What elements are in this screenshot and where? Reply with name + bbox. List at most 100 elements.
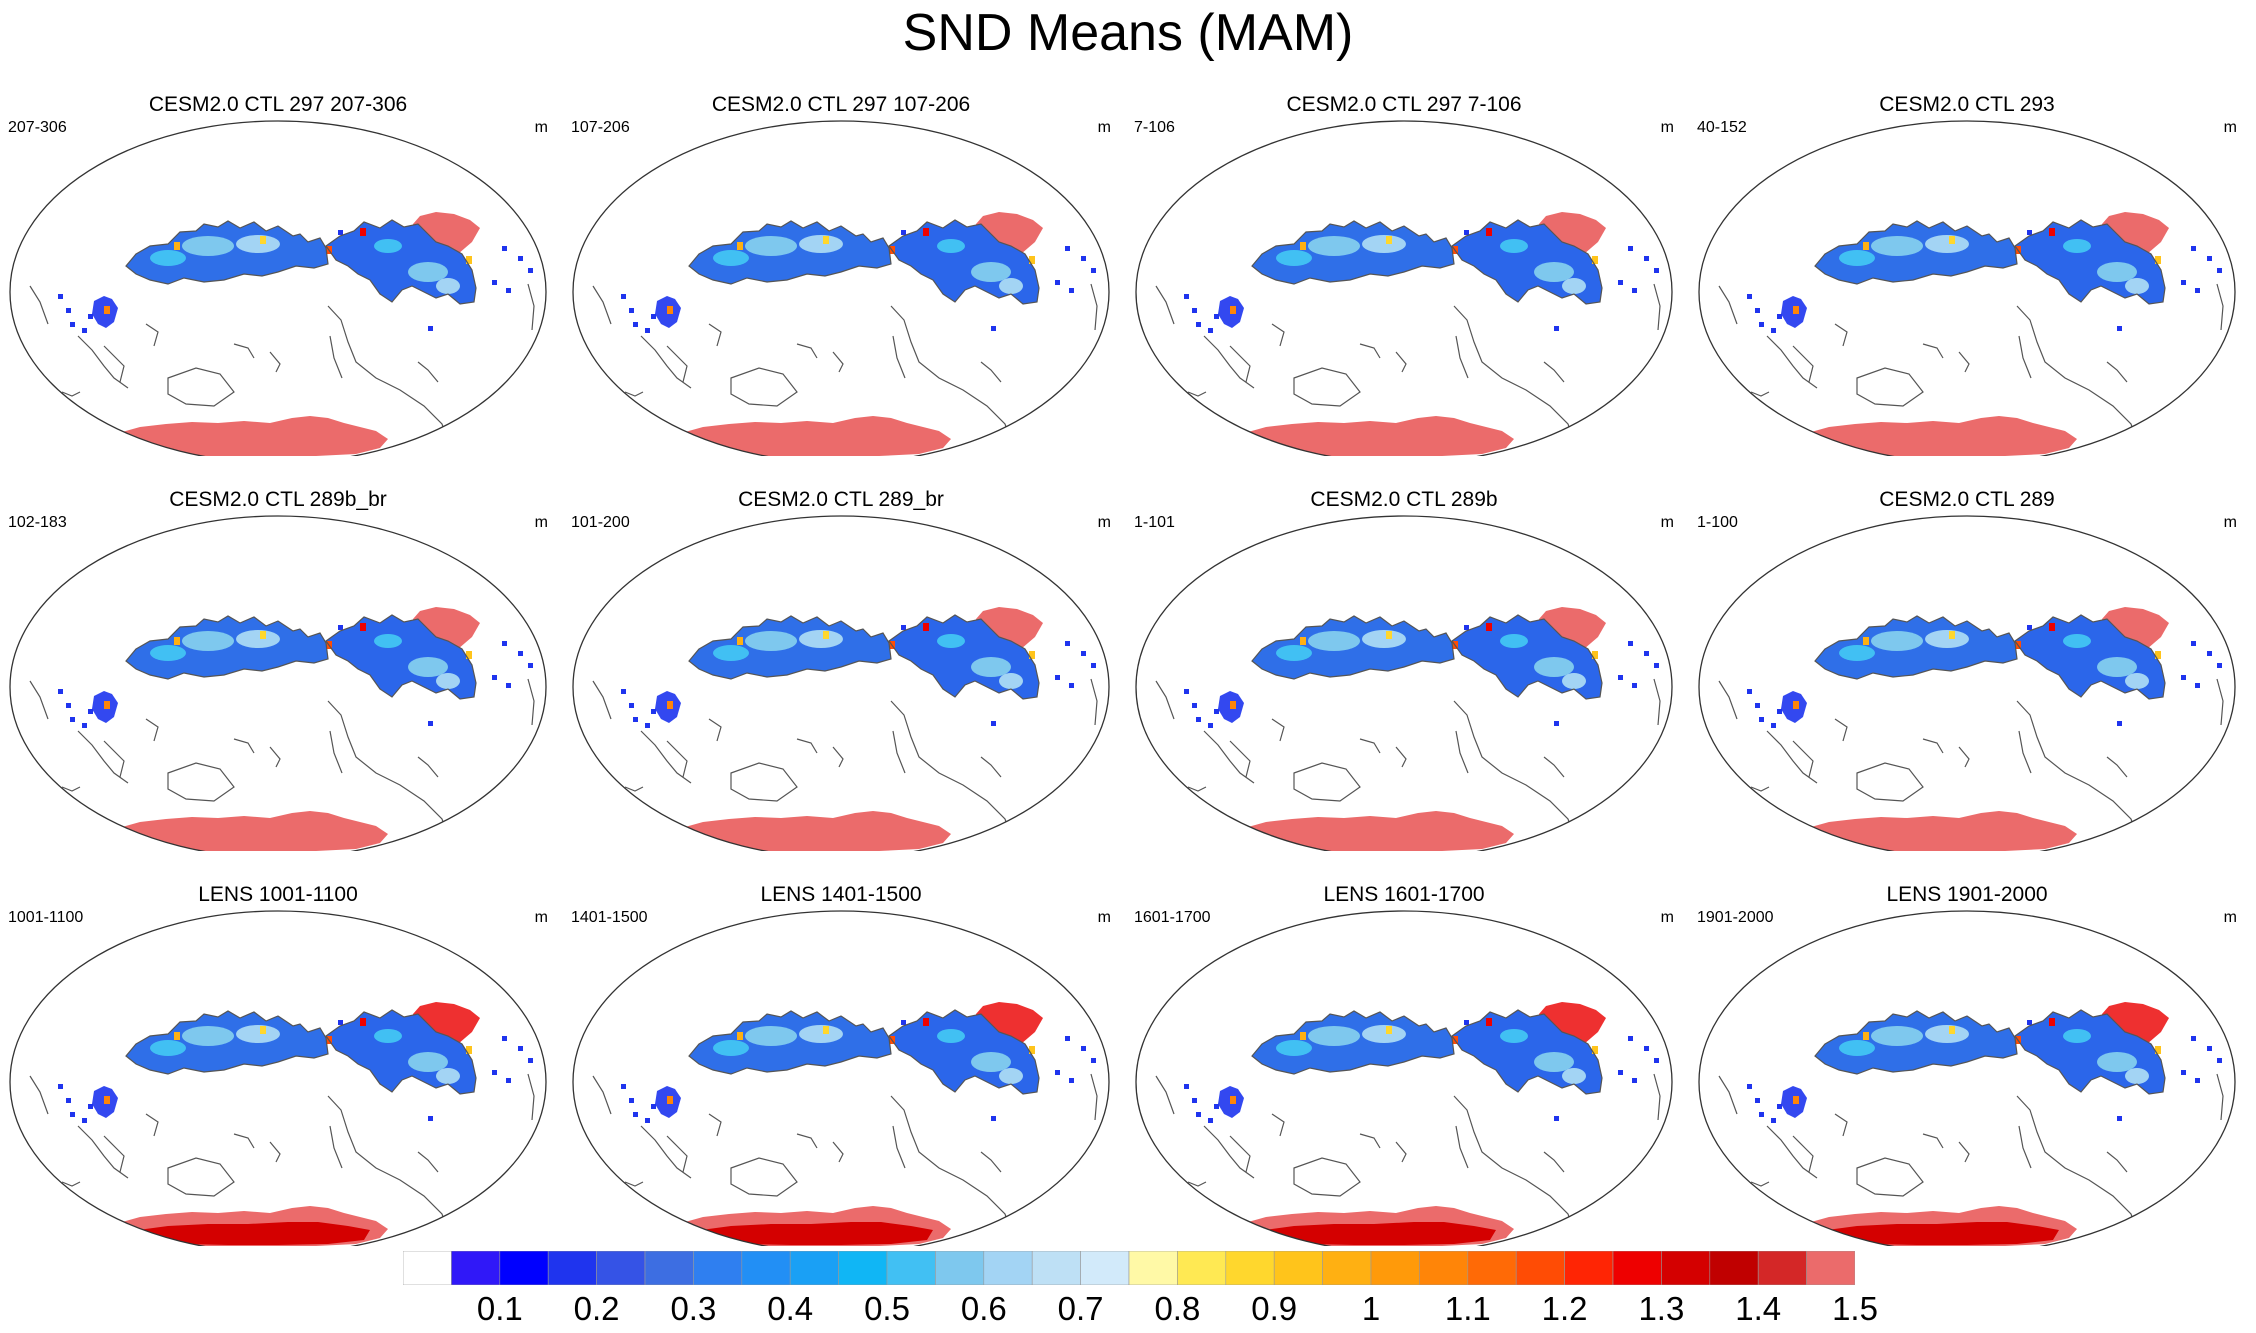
coastlines <box>1718 1009 2224 1232</box>
colorbar-tick-label: 1.3 <box>1638 1290 1685 1327</box>
coastline <box>708 718 722 742</box>
snow-patch <box>436 673 460 689</box>
coastline <box>417 1151 439 1173</box>
snow-cell <box>1654 663 1659 668</box>
antarctica-snow <box>1248 811 1514 851</box>
snow-cell <box>1214 709 1219 714</box>
coastline <box>2216 1073 2224 1121</box>
colorbar-tick-label: 1.1 <box>1444 1290 1491 1327</box>
coastline <box>624 786 644 792</box>
snow-cell <box>1069 1078 1074 1083</box>
deep-snow-cell <box>1300 1032 1306 1040</box>
snow-cell <box>2181 1070 2186 1075</box>
snow-cell <box>528 268 533 273</box>
deep-snow-cell <box>1592 1046 1598 1054</box>
snow-cell <box>518 651 523 656</box>
panel-title: CESM2.0 CTL 289b <box>1310 488 1498 511</box>
deep-snow-cell <box>1486 623 1492 631</box>
snow-cell <box>633 322 638 327</box>
coastline <box>1766 1125 1818 1179</box>
snow-cell <box>506 288 511 293</box>
snow-patch <box>799 1025 843 1043</box>
deep-snow-cell <box>1949 1026 1955 1034</box>
colorbar-swatch <box>1661 1251 1711 1285</box>
coastline <box>1543 361 1565 383</box>
colorbar-tick-label: 1.5 <box>1832 1290 1878 1327</box>
coastline <box>145 718 159 742</box>
snow-patch <box>150 250 186 266</box>
snow-patch <box>2063 1029 2091 1043</box>
snow-cell <box>518 256 523 261</box>
snow-patch <box>236 1025 280 1043</box>
coastline <box>1958 351 1970 373</box>
snow-cell <box>2117 721 2122 726</box>
snow-cell <box>1081 256 1086 261</box>
deep-snow-cell <box>2155 1046 2161 1054</box>
snow-patch <box>799 235 843 253</box>
deep-snow-cell <box>1230 306 1236 314</box>
snow-cell <box>629 308 634 313</box>
coastline <box>1251 220 1455 285</box>
map-panel: LENS 1601-1700 1601-1700 m <box>1134 883 1674 1246</box>
coastlines <box>1718 614 2224 837</box>
snow-cell <box>2027 1020 2032 1025</box>
snow-patch <box>2063 239 2091 253</box>
snow-patch <box>1308 631 1360 651</box>
colorbar-swatch <box>1225 1251 1275 1285</box>
panel-title: LENS 1601-1700 <box>1323 883 1485 906</box>
snow-patch <box>745 236 797 256</box>
snow-cell <box>1755 1098 1760 1103</box>
coastline <box>527 1073 535 1121</box>
map-panel: CESM2.0 CTL 289_br 101-200 m <box>571 488 1111 851</box>
snow-patch <box>2125 673 2149 689</box>
snow-cell <box>633 717 638 722</box>
colorbar-swatch <box>1080 1251 1130 1285</box>
snow-cell <box>1065 246 1070 251</box>
snow-cell <box>1184 294 1189 299</box>
coastline <box>1090 678 1098 726</box>
panel-units: m <box>534 119 548 136</box>
colorbar-swatch <box>596 1251 646 1285</box>
snow-patch <box>1839 250 1875 266</box>
coastline <box>325 614 477 700</box>
coastline <box>624 1181 644 1187</box>
snow-cell <box>621 294 626 299</box>
coastline <box>1293 367 1361 407</box>
coastline <box>1359 1133 1381 1149</box>
coastline <box>233 343 255 359</box>
colorbar-swatch <box>693 1251 743 1285</box>
coastline <box>980 361 1002 383</box>
coastline <box>2018 335 2032 379</box>
coastline <box>2014 1009 2166 1095</box>
map-panel: CESM2.0 CTL 297 207-306 207-306 m <box>8 93 548 456</box>
coastlines <box>29 614 535 837</box>
map-border <box>572 120 1110 456</box>
colorbar-swatch <box>1031 1251 1081 1285</box>
snow-patch <box>2097 1052 2137 1072</box>
snow-cell <box>1069 683 1074 688</box>
antarctica-deep-snow <box>138 1222 370 1245</box>
colorbar-swatch <box>1177 1251 1227 1285</box>
snow-cell <box>1055 280 1060 285</box>
snow-cell <box>645 723 650 728</box>
snow-cell <box>901 625 906 630</box>
snow-cell <box>1771 1118 1776 1123</box>
deep-snow-cell <box>1863 637 1869 645</box>
snow-cell <box>1632 1078 1637 1083</box>
coastline <box>890 700 1012 837</box>
coastline <box>730 762 798 802</box>
map-border <box>572 910 1110 1246</box>
coastline <box>1203 730 1255 784</box>
snow-cell <box>1208 723 1213 728</box>
snow-cell <box>1464 230 1469 235</box>
map-panel: LENS 1901-2000 1901-2000 m <box>1697 883 2237 1246</box>
snow-patch <box>713 250 749 266</box>
coastline <box>1653 283 1661 331</box>
antarctica-deep-snow <box>1264 1222 1496 1245</box>
snow-cell <box>991 1116 996 1121</box>
coastline <box>666 1135 688 1173</box>
panel-title: CESM2.0 CTL 289b_br <box>169 488 387 511</box>
map-panel: LENS 1001-1100 1001-1100 m <box>8 883 548 1246</box>
panel-title: CESM2.0 CTL 293 <box>1879 93 2055 116</box>
coastlines <box>29 1009 535 1232</box>
